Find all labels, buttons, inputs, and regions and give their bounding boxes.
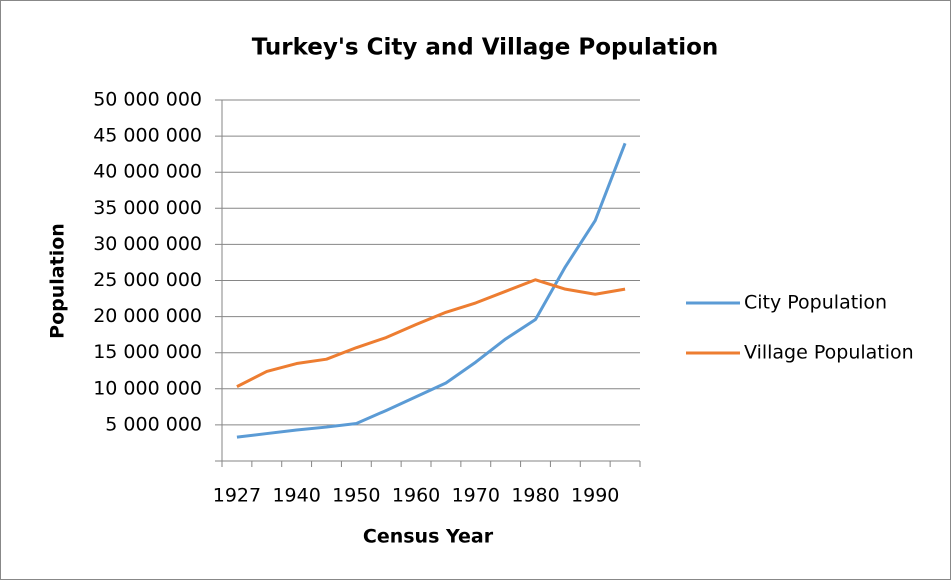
x-tick-label: 1927 — [213, 485, 261, 507]
x-tick-label: 1940 — [272, 485, 320, 507]
x-tick-label: 1980 — [511, 485, 559, 507]
y-tick-label: 45 000 000 — [93, 125, 202, 147]
y-tick-label: 5 000 000 — [105, 413, 202, 435]
x-axis-title: Census Year — [363, 526, 494, 548]
series-line — [236, 278, 626, 388]
series-line — [236, 142, 627, 439]
y-tick-label: 20 000 000 — [93, 305, 202, 327]
y-axis-title: Population — [47, 223, 69, 339]
y-tick-label: 35 000 000 — [93, 197, 202, 219]
y-tick-label: 50 000 000 — [93, 89, 202, 111]
chart-title: Turkey's City and Village Population — [252, 35, 719, 61]
x-tick-label: 1960 — [392, 485, 440, 507]
y-tick-label: 15 000 000 — [93, 341, 202, 363]
x-tick-label: 1990 — [571, 485, 619, 507]
y-tick-label: 25 000 000 — [93, 269, 202, 291]
y-tick-label: 40 000 000 — [93, 161, 202, 183]
x-tick-label: 1970 — [452, 485, 500, 507]
x-tick-label: 1950 — [332, 485, 380, 507]
legend-label: City Population — [744, 292, 887, 314]
y-tick-label: 30 000 000 — [93, 233, 202, 255]
legend-label: Village Population — [744, 342, 914, 364]
y-tick-label: 10 000 000 — [93, 377, 202, 399]
